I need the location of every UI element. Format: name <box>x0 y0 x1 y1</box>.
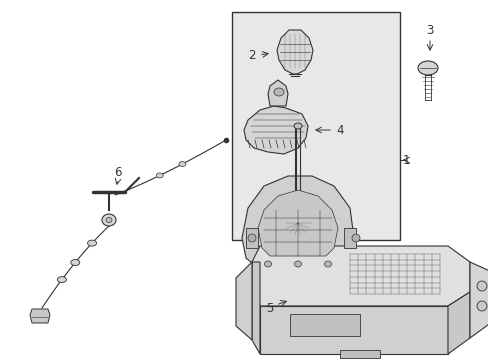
Polygon shape <box>447 292 469 354</box>
Ellipse shape <box>294 261 301 267</box>
Ellipse shape <box>264 261 271 267</box>
Ellipse shape <box>156 173 163 178</box>
Ellipse shape <box>273 88 284 96</box>
Bar <box>245 228 258 248</box>
Polygon shape <box>251 262 260 354</box>
Text: 1: 1 <box>402 153 409 166</box>
Ellipse shape <box>106 217 112 222</box>
Polygon shape <box>30 309 50 323</box>
Text: 4: 4 <box>336 123 343 136</box>
Ellipse shape <box>87 240 96 246</box>
Text: 5: 5 <box>266 302 273 315</box>
Ellipse shape <box>71 260 80 266</box>
Ellipse shape <box>476 281 486 291</box>
Polygon shape <box>251 246 469 306</box>
Polygon shape <box>469 262 488 338</box>
Polygon shape <box>260 306 447 354</box>
Polygon shape <box>242 176 353 268</box>
Polygon shape <box>244 106 307 154</box>
Polygon shape <box>267 80 287 106</box>
Ellipse shape <box>179 162 185 167</box>
Polygon shape <box>258 190 337 256</box>
Text: 3: 3 <box>426 23 433 36</box>
Bar <box>343 228 355 248</box>
Ellipse shape <box>57 276 66 283</box>
Ellipse shape <box>351 234 359 242</box>
Bar <box>231 12 399 240</box>
Ellipse shape <box>293 123 302 129</box>
Bar <box>339 350 379 358</box>
Ellipse shape <box>102 214 116 226</box>
Text: 6: 6 <box>114 166 122 179</box>
Polygon shape <box>236 262 251 340</box>
Ellipse shape <box>324 261 331 267</box>
Polygon shape <box>276 30 312 74</box>
Ellipse shape <box>476 301 486 311</box>
Bar <box>289 314 359 336</box>
Ellipse shape <box>247 234 256 242</box>
Text: 2: 2 <box>248 49 255 62</box>
Ellipse shape <box>417 61 437 75</box>
